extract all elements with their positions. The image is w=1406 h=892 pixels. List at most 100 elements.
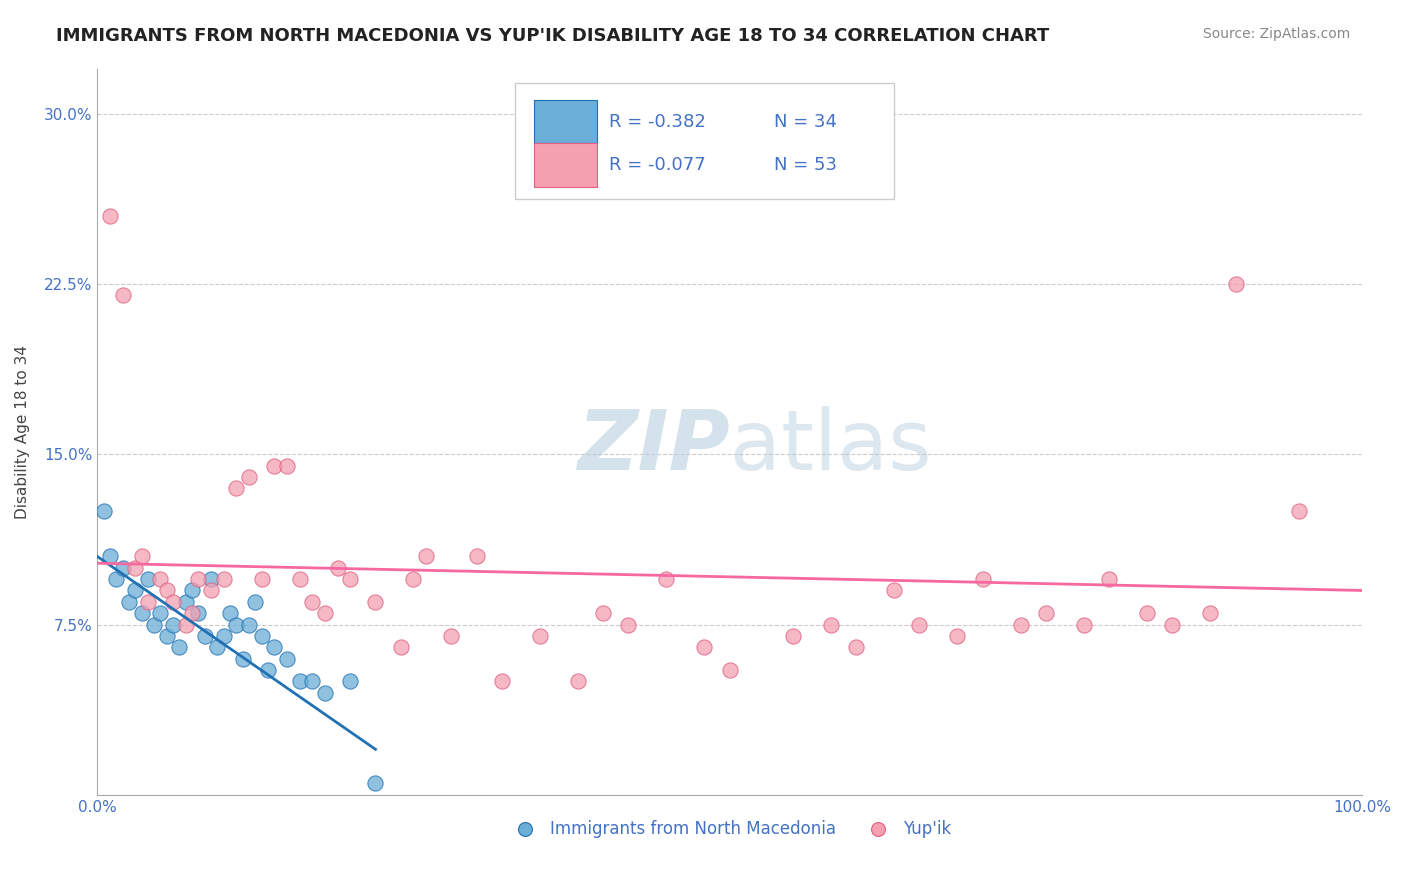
Point bbox=[118, 595, 141, 609]
Point bbox=[187, 572, 209, 586]
Point bbox=[1136, 606, 1159, 620]
Point bbox=[174, 595, 197, 609]
Point bbox=[326, 561, 349, 575]
Point bbox=[1161, 617, 1184, 632]
Point bbox=[339, 572, 361, 586]
Text: IMMIGRANTS FROM NORTH MACEDONIA VS YUP'IK DISABILITY AGE 18 TO 34 CORRELATION CH: IMMIGRANTS FROM NORTH MACEDONIA VS YUP'I… bbox=[56, 27, 1049, 45]
Point bbox=[93, 504, 115, 518]
Point bbox=[301, 674, 323, 689]
Point bbox=[845, 640, 868, 655]
Point bbox=[162, 617, 184, 632]
Point bbox=[718, 663, 741, 677]
Point bbox=[364, 595, 387, 609]
Point bbox=[245, 595, 267, 609]
Point bbox=[389, 640, 412, 655]
Point bbox=[263, 458, 285, 473]
Point bbox=[131, 549, 153, 564]
Point bbox=[1010, 617, 1032, 632]
Point bbox=[124, 561, 146, 575]
Point bbox=[181, 606, 204, 620]
Point bbox=[250, 572, 273, 586]
Point bbox=[250, 629, 273, 643]
Text: N = 34: N = 34 bbox=[773, 112, 837, 130]
Point bbox=[232, 651, 254, 665]
Point bbox=[212, 629, 235, 643]
Text: atlas: atlas bbox=[730, 406, 931, 487]
Point bbox=[465, 549, 488, 564]
Point bbox=[169, 640, 191, 655]
Point bbox=[782, 629, 804, 643]
Point bbox=[200, 572, 222, 586]
Point bbox=[149, 572, 172, 586]
Point bbox=[288, 572, 311, 586]
Y-axis label: Disability Age 18 to 34: Disability Age 18 to 34 bbox=[15, 344, 30, 518]
Point bbox=[972, 572, 994, 586]
Point bbox=[1288, 504, 1310, 518]
Point bbox=[1199, 606, 1222, 620]
Point bbox=[883, 583, 905, 598]
FancyBboxPatch shape bbox=[534, 100, 596, 144]
Point bbox=[207, 640, 229, 655]
Point bbox=[225, 481, 247, 495]
Point bbox=[98, 209, 121, 223]
Point bbox=[263, 640, 285, 655]
Point bbox=[111, 561, 134, 575]
Point bbox=[440, 629, 463, 643]
Point bbox=[592, 606, 614, 620]
Point bbox=[1225, 277, 1247, 292]
Point bbox=[181, 583, 204, 598]
Point bbox=[402, 572, 425, 586]
Text: R = -0.382: R = -0.382 bbox=[609, 112, 706, 130]
Point bbox=[339, 674, 361, 689]
Point bbox=[529, 629, 551, 643]
Point bbox=[1098, 572, 1121, 586]
Point bbox=[219, 606, 242, 620]
Point bbox=[174, 617, 197, 632]
Point bbox=[301, 595, 323, 609]
Point bbox=[105, 572, 128, 586]
Point bbox=[288, 674, 311, 689]
Text: ZIP: ZIP bbox=[576, 406, 730, 487]
Point bbox=[820, 617, 842, 632]
Point bbox=[131, 606, 153, 620]
Point bbox=[162, 595, 184, 609]
Point bbox=[200, 583, 222, 598]
Point bbox=[946, 629, 969, 643]
Point bbox=[276, 651, 298, 665]
Point bbox=[1035, 606, 1057, 620]
Point bbox=[276, 458, 298, 473]
Text: R = -0.077: R = -0.077 bbox=[609, 156, 706, 174]
Point bbox=[567, 674, 589, 689]
Point bbox=[491, 674, 513, 689]
Point bbox=[136, 572, 159, 586]
Point bbox=[156, 583, 179, 598]
Point bbox=[143, 617, 166, 632]
Point bbox=[257, 663, 280, 677]
Point bbox=[194, 629, 217, 643]
Point bbox=[364, 776, 387, 790]
Point bbox=[111, 288, 134, 302]
Point bbox=[693, 640, 716, 655]
Point bbox=[415, 549, 437, 564]
Point bbox=[225, 617, 247, 632]
Point bbox=[156, 629, 179, 643]
Point bbox=[187, 606, 209, 620]
Point bbox=[149, 606, 172, 620]
Legend: Immigrants from North Macedonia, Yup'ik: Immigrants from North Macedonia, Yup'ik bbox=[502, 814, 957, 845]
Point bbox=[136, 595, 159, 609]
Point bbox=[238, 617, 260, 632]
Point bbox=[124, 583, 146, 598]
FancyBboxPatch shape bbox=[515, 83, 894, 199]
Point bbox=[617, 617, 640, 632]
Point bbox=[314, 685, 336, 699]
Point bbox=[655, 572, 678, 586]
Point bbox=[238, 470, 260, 484]
Point bbox=[98, 549, 121, 564]
Point bbox=[908, 617, 931, 632]
Point bbox=[1073, 617, 1095, 632]
Text: N = 53: N = 53 bbox=[773, 156, 837, 174]
Text: Source: ZipAtlas.com: Source: ZipAtlas.com bbox=[1202, 27, 1350, 41]
FancyBboxPatch shape bbox=[534, 144, 596, 187]
Point bbox=[314, 606, 336, 620]
Point bbox=[212, 572, 235, 586]
